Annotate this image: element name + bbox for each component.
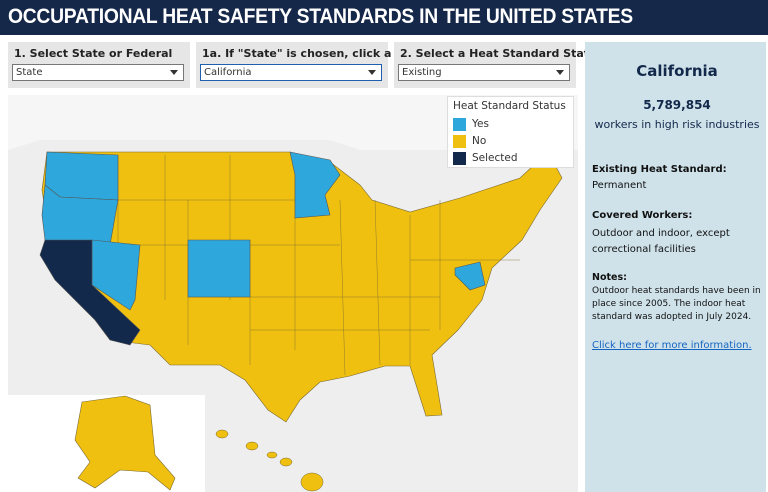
legend-label: Selected xyxy=(472,152,518,164)
control: 1a. If "State" is chosen, click a state … xyxy=(196,42,427,88)
control: 1. Select State or Federal State xyxy=(8,42,190,88)
header: OCCUPATIONAL HEAT SAFETY STANDARDS IN TH… xyxy=(0,0,768,35)
worker-caption: workers in high risk industries xyxy=(594,118,760,131)
worker-count: 5,789,854 xyxy=(643,98,711,112)
state-ca[interactable] xyxy=(39,239,141,346)
dropdown[interactable]: California xyxy=(200,64,382,81)
state-ak[interactable] xyxy=(74,395,176,491)
covered-label: Covered Workers: xyxy=(592,210,693,221)
state-wa[interactable] xyxy=(44,151,119,201)
control-label: 2. Select a Heat Standard Status xyxy=(400,47,604,60)
existing-label: Existing Heat Standard: xyxy=(592,164,727,175)
info-link[interactable]: Click here for more information. xyxy=(592,340,752,351)
notes-value: Outdoor heat standards have been in plac… xyxy=(592,286,761,322)
control-label: 1a. If "State" is chosen, click a state xyxy=(202,47,428,60)
legend-item[interactable]: Selected xyxy=(453,151,518,165)
info-panel: California 5,789,854 workers in high ris… xyxy=(585,42,766,492)
conterminous-states[interactable] xyxy=(41,151,563,423)
dropdown[interactable]: Existing xyxy=(398,64,570,81)
legend-label: Yes xyxy=(472,118,489,130)
control: 2. Select a Heat Standard Status Existin… xyxy=(394,42,603,88)
dropdown[interactable]: State xyxy=(12,64,184,81)
covered-value: Outdoor and indoor, except correctional … xyxy=(592,228,730,255)
state-co[interactable] xyxy=(187,239,251,298)
legend-item[interactable]: No xyxy=(453,134,486,148)
legend-title: Heat Standard Status xyxy=(453,100,566,112)
title: OCCUPATIONAL HEAT SAFETY STANDARDS IN TH… xyxy=(8,5,633,28)
legend: Heat Standard Status Yes No Selected xyxy=(447,96,574,168)
canada xyxy=(8,95,578,150)
control-label: 1. Select State or Federal xyxy=(14,47,173,60)
existing-value: Permanent xyxy=(592,180,647,191)
notes-label: Notes: xyxy=(592,272,627,283)
legend-item[interactable]: Yes xyxy=(453,117,489,131)
state-hi[interactable] xyxy=(215,429,324,492)
state-name: California xyxy=(636,62,718,80)
state-md[interactable] xyxy=(454,261,486,291)
legend-label: No xyxy=(472,135,487,147)
state-mn[interactable] xyxy=(289,151,341,219)
